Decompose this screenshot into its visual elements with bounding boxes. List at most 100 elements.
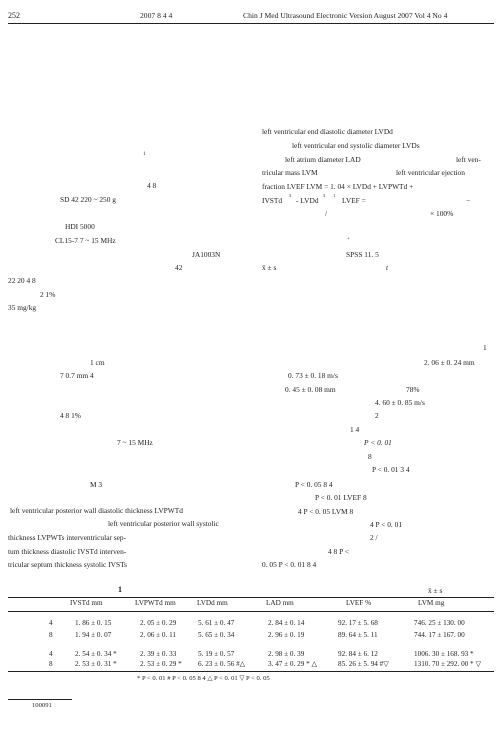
left-line-4: HDI 5000 (65, 222, 95, 231)
header-date-cn: 2007 8 4 4 (140, 11, 173, 20)
right-line-33: P < 0. 01 LVEF 8 (315, 493, 367, 502)
right-line-8: IVSTd (262, 196, 283, 205)
table-cell: 85. 26 ± 5. 94 #▽ (338, 660, 389, 668)
right-line-4: left ven- (456, 155, 481, 164)
left-line-14: 7 ~ 15 MHz (117, 438, 153, 447)
right-line-31: P < 0. 01 3 4 (372, 465, 410, 474)
table-cell: 2. 06 ± 0. 11 (140, 631, 177, 639)
table-header-lvef: LVEF % (346, 599, 372, 607)
table-cell: 2. 39 ± 0. 33 (140, 650, 177, 658)
table-cell: 1. 86 ± 0. 15 (75, 619, 112, 627)
table-cell: 92. 84 ± 6. 12 (338, 650, 378, 658)
table-cell: 92. 17 ± 5. 68 (338, 619, 378, 627)
table-cell: 2. 84 ± 0. 14 (268, 619, 305, 627)
right-line-12: 1 (333, 193, 336, 198)
table-row-group: 4 (49, 619, 53, 627)
left-line-17: left ventricular posterior wall systolic (108, 519, 219, 528)
left-line-7: 42 (175, 263, 183, 272)
right-line-30: 8 (368, 452, 372, 461)
table-cell: 5. 61 ± 0. 47 (198, 619, 235, 627)
table-cell: 2. 53 ± 0. 31 * (75, 660, 117, 668)
right-line-16: × 100% (430, 209, 454, 218)
right-line-1: left ventricular end diastolic diameter … (262, 127, 393, 136)
table-top-rule (8, 597, 494, 598)
right-line-26: 4. 60 ± 0. 85 m/s (375, 398, 425, 407)
left-line-11: 1 cm (90, 358, 105, 367)
right-line-6: left ventricular ejection (396, 168, 465, 177)
right-line-17: + (347, 237, 350, 242)
table-row-group: 8 (49, 660, 53, 668)
right-line-20: t (386, 263, 389, 272)
right-line-37: 4 8 P < (328, 547, 349, 556)
right-line-7: fraction LVEF LVM = 1. 04 × LVDd + LVPWT… (262, 182, 414, 191)
left-line-19: tum thickness diastolic IVSTd interven- (8, 547, 127, 556)
table-cell: 3. 47 ± 0. 29 * △ (268, 660, 318, 668)
table-header-ivstd: IVSTd mm (70, 599, 103, 607)
right-line-15: / (325, 209, 328, 218)
table-cell: 2. 98 ± 0. 39 (268, 650, 305, 658)
footnote-rule (8, 699, 72, 700)
right-line-35: 4 P < 0. 01 (370, 520, 403, 529)
page-number: 252 (8, 11, 20, 20)
table-footnote: * P < 0. 01 # P < 0. 05 8 4 △ P < 0. 01 … (137, 675, 270, 682)
left-line-18: thickness LVPWTs interventricular sep- (8, 533, 127, 542)
right-line-9: 3 (289, 193, 292, 198)
table-cell: 2. 05 ± 0. 29 (140, 619, 177, 627)
table-cell: 5. 19 ± 0. 57 (198, 650, 235, 658)
right-line-28: 1 4 (350, 425, 360, 434)
right-line-27: 2 (375, 411, 379, 420)
right-line-38: 0. 05 P < 0. 01 8 4 (262, 560, 317, 569)
table-cell: 1006. 30 ± 168. 93 * (414, 650, 474, 658)
left-line-1: 1 (143, 152, 146, 157)
left-line-2: 4 8 (147, 181, 157, 190)
left-line-5: CL15-7 7 ~ 15 MHz (55, 236, 116, 245)
left-line-6: JA1003N (192, 250, 221, 259)
header-rule (8, 23, 494, 24)
table-header-lvpwtd: LVPWTd mm (135, 599, 176, 607)
table-header-rule (8, 611, 494, 612)
left-line-16: left ventricular posterior wall diastoli… (10, 506, 183, 515)
left-line-9: 2 1% (40, 290, 56, 299)
table-header-lvdd: LVDd mm (197, 599, 228, 607)
header-journal-en: Chin J Med Ultrasound Electronic Version… (243, 11, 448, 20)
right-line-10: - LVDd (296, 196, 319, 205)
postal-code: 100091 (32, 702, 52, 709)
right-line-22: 2. 06 ± 0. 24 mm (424, 358, 475, 367)
right-line-13: LVEF = (342, 196, 366, 205)
table-cell: 5. 65 ± 0. 34 (198, 631, 235, 639)
table-cell: 6. 23 ± 0. 56 #△ (198, 660, 246, 668)
left-line-10: 35 mg/kg (8, 303, 37, 312)
table-cell: 2. 96 ± 0. 19 (268, 631, 305, 639)
table-header-lvm: LVM mg (418, 599, 445, 607)
right-line-21: 1 (483, 343, 487, 352)
table-cell: 2. 53 ± 0. 29 * (140, 660, 182, 668)
table-cell: 2. 54 ± 0. 34 * (75, 650, 117, 658)
table-cell: 746. 25 ± 130. 00 (414, 619, 465, 627)
right-line-11: 3 (323, 193, 326, 198)
right-line-29: P < 0. 01 (364, 438, 392, 447)
table-row-group: 8 (49, 631, 53, 639)
right-line-23: 0. 73 ± 0. 18 m/s (288, 371, 338, 380)
table-cell: 89. 64 ± 5. 11 (338, 631, 378, 639)
right-line-5: tricular mass LVM (262, 168, 318, 177)
left-line-8: 22 20 4 8 (8, 276, 36, 285)
right-line-25: 78% (406, 385, 420, 394)
table-subtitle: x̄ ± s (428, 586, 443, 595)
right-line-36: 2 / (370, 533, 378, 542)
table-cell: 1. 94 ± 0. 07 (75, 631, 112, 639)
table-cell: 744. 17 ± 167. 00 (414, 631, 465, 639)
right-line-2: left ventricular end systolic diameter L… (292, 141, 420, 150)
table-bottom-rule (8, 671, 494, 672)
table-row-group: 4 (49, 650, 53, 658)
left-line-3: SD 42 220 ~ 250 g (60, 195, 116, 204)
left-line-20: tricular septum thickness systolic IVSTs (8, 560, 127, 569)
table-header-lad: LAD mm (266, 599, 294, 607)
right-line-19: x̄ ± s (262, 263, 277, 272)
right-line-3: left atrium diameter LAD (285, 155, 361, 164)
right-line-32: P < 0. 05 8 4 (295, 480, 333, 489)
left-line-12: 7 0.7 mm 4 (60, 371, 94, 380)
left-line-15: M 3 (90, 480, 103, 489)
right-line-34: 4 P < 0. 05 LVM 8 (298, 507, 354, 516)
right-line-18: SPSS 11. 5 (346, 250, 379, 259)
table-title: 1 (118, 585, 122, 594)
